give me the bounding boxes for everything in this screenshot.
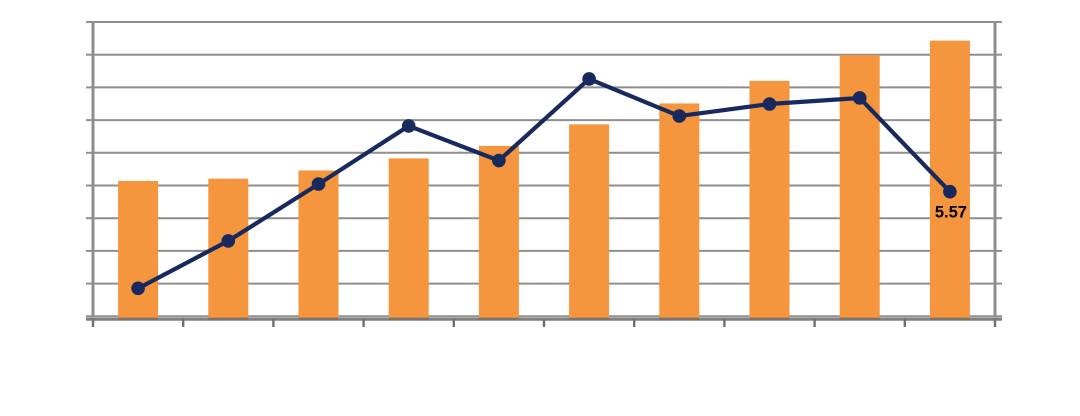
- bar: [569, 124, 610, 321]
- bar: [118, 180, 159, 321]
- bar: [388, 158, 429, 321]
- line-point-marker: [311, 177, 326, 191]
- line-series: [136, 76, 953, 291]
- bar-series: [118, 40, 970, 321]
- line-point-marker: [492, 153, 506, 168]
- bar: [298, 170, 339, 321]
- chart-legend: [0, 370, 1080, 400]
- bottom-axis: [86, 317, 1002, 327]
- bar: [749, 80, 790, 321]
- bar: [929, 40, 970, 321]
- line-markers: [131, 72, 957, 296]
- line-point-marker: [582, 72, 596, 86]
- line-point-marker: [943, 184, 957, 199]
- bar: [659, 103, 700, 321]
- line-point-marker: [672, 109, 687, 123]
- bar: [478, 145, 519, 321]
- line-point-marker: [131, 281, 145, 296]
- line-point-marker: [221, 234, 236, 248]
- line-point-marker: [762, 97, 777, 111]
- line-point-marker: [852, 91, 867, 105]
- line-point-marker: [401, 119, 416, 133]
- line-point-data-label: 5.57: [935, 204, 967, 222]
